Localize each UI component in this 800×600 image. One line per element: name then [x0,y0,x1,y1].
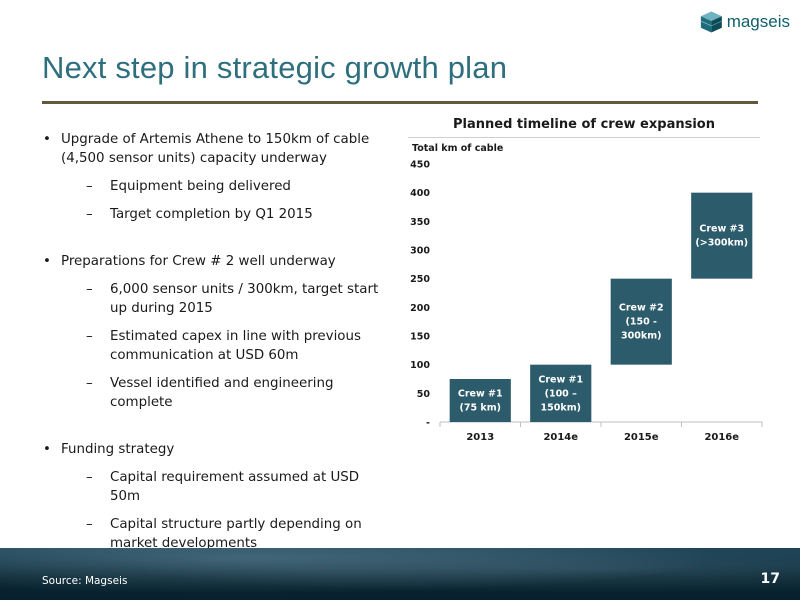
bar-data-label: (150 - [626,317,657,328]
sub-bullet-item: Equipment being delivered [43,177,388,196]
bar-2015e [610,278,672,365]
y-tick-label: 200 [410,303,430,314]
bullet-group: Upgrade of Artemis Athene to 150km of ca… [43,130,388,224]
logo-text: magseis [726,12,790,31]
y-tick-label: - [426,418,430,429]
chart-title: Planned timeline of crew expansion [453,117,715,132]
bar-data-label: Crew #2 [619,303,664,314]
x-tick-label: 2013 [466,432,494,443]
crew-timeline-chart: Total km of cable - 50 100 150 200 250 300 350 40… [410,143,763,443]
sub-bullet-item: Target completion by Q1 2015 [43,205,388,224]
x-tick-label: 2016e [704,432,739,443]
bar-2013 [449,379,511,422]
sub-bullet-item: Capital requirement assumed at USD 50m [43,468,388,506]
bullet-item: Preparations for Crew # 2 well underway [43,252,388,271]
bar-data-label: Crew #3 [699,224,744,235]
title-divider [42,101,758,104]
y-axis-title: Total km of cable [412,143,503,154]
y-tick-label: 150 [410,332,430,343]
y-tick-label: 250 [410,274,430,285]
bar-2014e [530,364,592,422]
bar-data-label: Crew #1 [458,389,503,400]
sub-bullet-item: Capital structure partly depending on ma… [43,515,388,553]
bullet-item: Upgrade of Artemis Athene to 150km of ca… [43,130,388,168]
bullet-group: Funding strategy Capital requirement assu… [43,440,388,553]
sub-bullet-item: Estimated capex in line with previous co… [43,327,388,365]
bullet-group: Preparations for Crew # 2 well underway 6… [43,252,388,412]
y-tick-label: 450 [410,160,430,171]
y-tick-label: 100 [410,360,430,371]
bar-data-label: 150km) [541,402,581,413]
y-tick-label: 50 [417,389,431,400]
y-tick-label: 350 [410,217,430,228]
footer-band [0,548,800,600]
footer-sea-texture [0,548,800,600]
bullet-item: Funding strategy [43,440,388,459]
logo: magseis [698,8,790,36]
bullet-list: Upgrade of Artemis Athene to 150km of ca… [43,130,388,553]
chart-title-divider [408,137,760,138]
sub-bullet-item: Vessel identified and engineering comple… [43,374,388,412]
source-note: Source: Magseis [42,575,128,587]
y-tick-label: 300 [410,246,430,257]
x-tick-label: 2014e [543,432,578,443]
bar-data-label: (100 – [545,388,577,399]
x-tick-label: 2015e [624,432,659,443]
bar-data-label: (75 km) [460,403,501,414]
slide-title: Next step in strategic growth plan [42,50,508,85]
y-tick-label: 400 [410,188,430,199]
bar-2016e [691,192,753,279]
page-number: 17 [760,571,780,587]
bar-data-label: 300km) [621,331,661,342]
bar-data-label: (>300km) [695,238,748,249]
sub-bullet-item: 6,000 sensor units / 300km, target start… [43,280,388,318]
bar-data-label: Crew #1 [538,374,583,385]
magseis-cube-icon [700,11,722,33]
